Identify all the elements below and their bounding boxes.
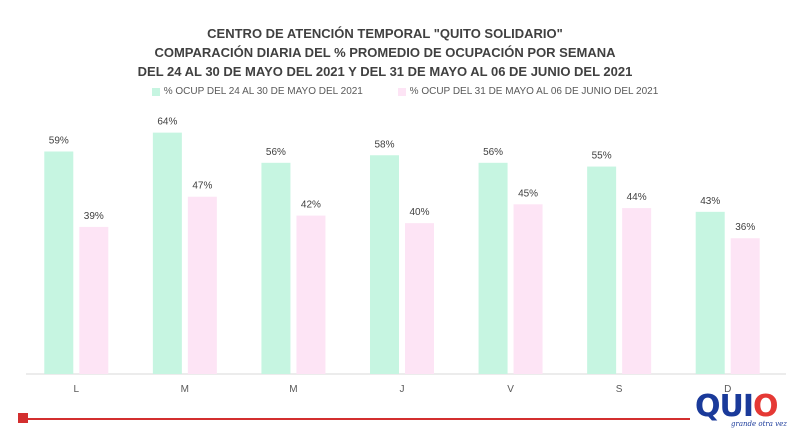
legend-swatch-series-2	[397, 87, 406, 96]
logo-wordmark: QUIO	[695, 392, 795, 422]
data-label-series-2-1: 47%	[192, 181, 212, 192]
data-label-series-1-5: 55%	[592, 151, 612, 162]
bar-series-2-0	[79, 226, 109, 374]
data-label-series-2-5: 44%	[627, 192, 647, 203]
x-tick-label-4: V	[507, 384, 514, 395]
bar-series-1-1	[152, 132, 182, 374]
data-label-series-1-3: 58%	[374, 139, 394, 150]
bar-series-2-5	[622, 208, 652, 374]
data-label-series-1-6: 43%	[700, 196, 720, 207]
title-line-2: COMPARACIÓN DIARIA DEL % PROMEDIO DE OCU…	[154, 45, 616, 60]
title-line-1: CENTRO DE ATENCIÓN TEMPORAL "QUITO SOLID…	[207, 26, 563, 41]
legend-label-series-2: % OCUP DEL 31 DE MAYO AL 06 DE JUNIO DEL…	[409, 86, 659, 97]
x-tick-label-5: S	[616, 384, 623, 395]
legend-item-series-2: % OCUP DEL 31 DE MAYO AL 06 DE JUNIO DEL…	[397, 86, 659, 97]
data-label-series-2-6: 36%	[735, 222, 755, 233]
legend-item-series-1: % OCUP DEL 24 AL 30 DE MAYO DEL 2021	[151, 86, 363, 97]
bar-series-2-2	[296, 215, 326, 374]
bar-series-1-2	[261, 162, 291, 374]
bar-series-2-3	[405, 223, 434, 374]
data-label-series-1-4: 56%	[483, 147, 503, 158]
logo-text-main: QUI	[695, 389, 754, 424]
chart-legend: % OCUP DEL 24 AL 30 DE MAYO DEL 2021 % O…	[0, 86, 800, 99]
data-label-series-2-4: 45%	[518, 188, 538, 199]
x-tick-label-1: M	[181, 384, 189, 395]
data-label-series-1-0: 59%	[49, 135, 69, 146]
chart-title: CENTRO DE ATENCIÓN TEMPORAL "QUITO SOLID…	[0, 24, 770, 81]
quito-logo: QUIO grande otra vez	[695, 392, 795, 440]
title-line-3: DEL 24 AL 30 DE MAYO DEL 2021 Y DEL 31 D…	[137, 64, 633, 79]
data-label-series-1-1: 64%	[157, 117, 177, 128]
x-tick-label-6: D	[724, 384, 731, 395]
legend-swatch-series-1	[151, 87, 160, 96]
bar-series-1-6	[695, 211, 725, 374]
data-label-series-2-2: 42%	[301, 200, 321, 211]
legend-label-series-1: % OCUP DEL 24 AL 30 DE MAYO DEL 2021	[163, 86, 363, 97]
logo-tagline: grande otra vez	[731, 420, 787, 428]
bar-series-2-1	[187, 196, 217, 374]
bar-series-1-5	[587, 166, 617, 374]
x-tick-label-0: L	[74, 384, 80, 395]
logo-text-o: O	[753, 389, 778, 424]
data-label-series-2-0: 39%	[84, 211, 104, 222]
bar-series-1-4	[478, 162, 508, 374]
bar-series-1-0	[44, 151, 74, 374]
bar-series-2-4	[513, 204, 543, 374]
data-label-series-2-3: 40%	[409, 207, 429, 218]
x-tick-label-2: M	[289, 384, 297, 395]
data-label-series-1-2: 56%	[266, 147, 286, 158]
bar-series-1-3	[370, 155, 399, 374]
x-tick-label-3: J	[400, 384, 405, 395]
bar-series-2-6	[730, 238, 760, 374]
footer-line	[22, 418, 690, 420]
